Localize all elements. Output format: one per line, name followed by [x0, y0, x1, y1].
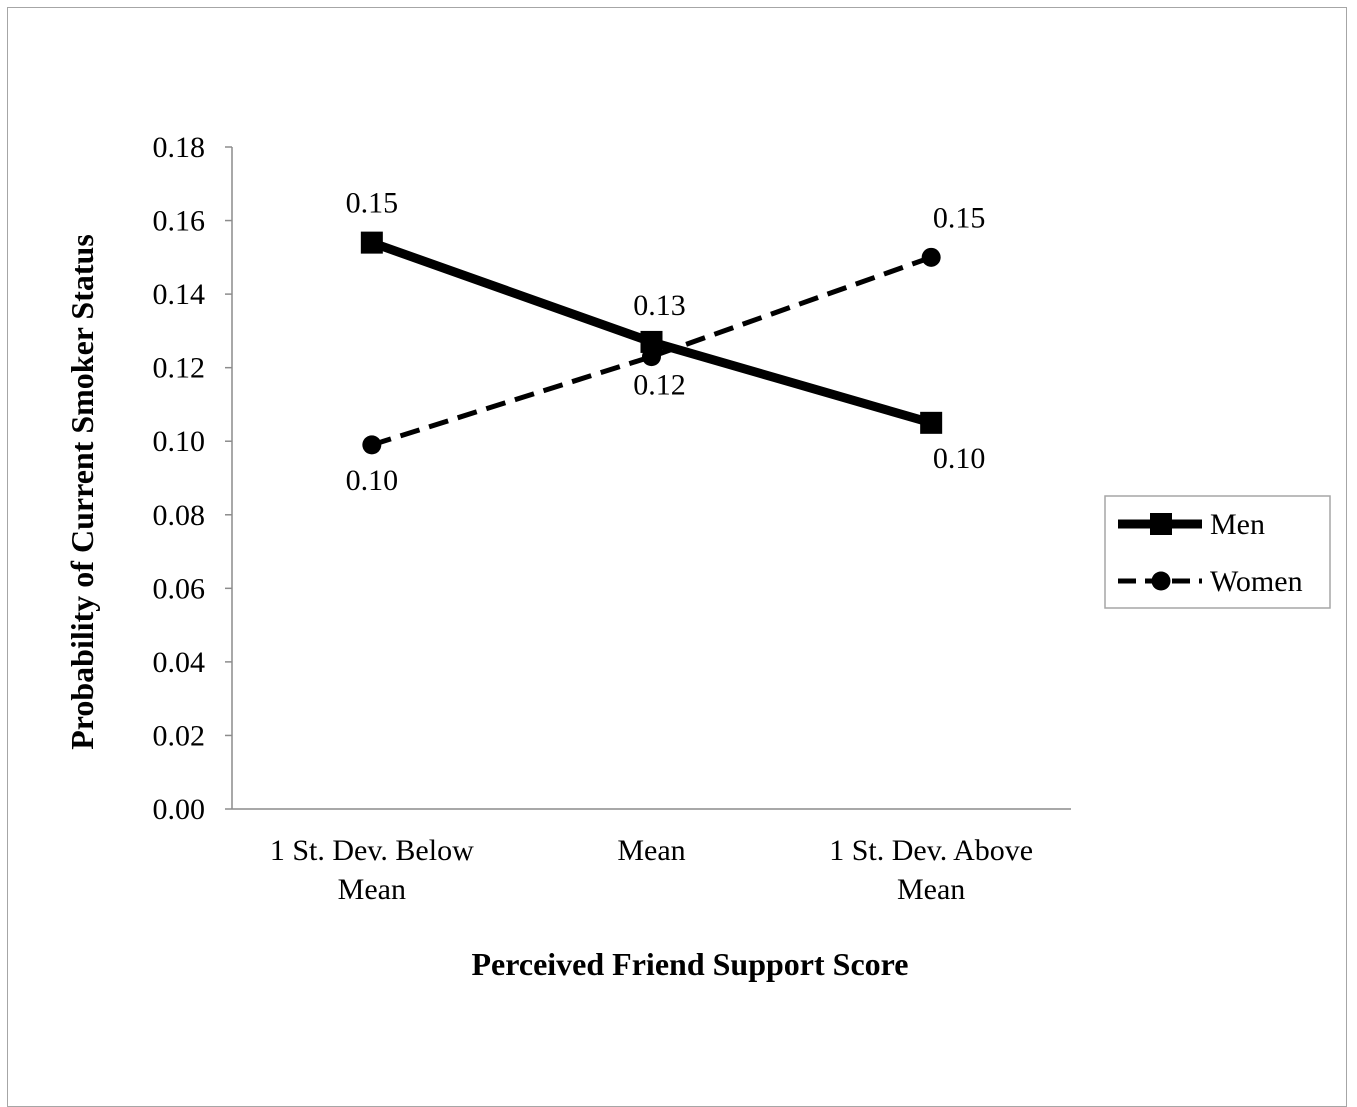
- data-label-women: 0.12: [633, 369, 686, 402]
- y-tick-label: 0.00: [153, 793, 206, 826]
- series-line-women: [371, 254, 933, 448]
- x-category-label: Mean: [338, 873, 406, 906]
- legend-marker-men: [1150, 513, 1172, 535]
- data-label-men: 0.13: [633, 289, 686, 322]
- legend-label-women: Women: [1210, 565, 1303, 598]
- data-point-women: [362, 435, 382, 455]
- y-tick-label: 0.16: [153, 205, 206, 238]
- legend-box: [1104, 495, 1331, 609]
- series-markers: [360, 231, 943, 455]
- legend-label-men: Men: [1210, 508, 1265, 541]
- y-tick-label: 0.18: [153, 131, 206, 164]
- data-point-women: [642, 347, 661, 367]
- legend-items: Men Women: [1118, 508, 1303, 598]
- data-point-men: [640, 330, 663, 353]
- data-label-men: 0.10: [933, 442, 986, 475]
- y-tick-label: 0.10: [153, 425, 206, 458]
- x-category-label: Mean: [617, 834, 685, 867]
- legend-marker-women: [1151, 571, 1171, 591]
- y-tick-label: 0.12: [153, 352, 206, 385]
- y-tick-label: 0.08: [153, 499, 206, 532]
- x-category-label: Mean: [897, 873, 965, 906]
- x-axis-title: Perceived Friend Support Score: [472, 946, 909, 982]
- y-axis-title: Probability of Current Smoker Status: [64, 234, 100, 750]
- x-category-labels: 1 St. Dev. Below Mean Mean 1 St. Dev. Above…: [270, 834, 1033, 906]
- data-labels: 0.15 0.13 0.10 0.10 0.12 0.15: [346, 187, 986, 497]
- data-label-women: 0.10: [346, 464, 399, 497]
- x-category-label: 1 St. Dev. Below: [270, 834, 474, 867]
- data-point-men: [360, 231, 383, 254]
- y-tick-label: 0.06: [153, 572, 206, 605]
- data-point-men: [920, 411, 943, 434]
- data-label-women: 0.15: [933, 201, 986, 234]
- y-tick-label: 0.14: [153, 278, 206, 311]
- y-tick-label: 0.02: [153, 719, 206, 752]
- y-tick-label: 0.04: [153, 646, 206, 679]
- axes: [231, 147, 1071, 810]
- x-category-label: 1 St. Dev. Above: [829, 834, 1033, 867]
- data-label-men: 0.15: [346, 187, 399, 220]
- y-ticks: 0.00 0.02 0.04 0.06 0.08 0.10 0.12 0.14 0.16 0.18: [153, 131, 232, 826]
- legend: Men Women: [1104, 495, 1331, 609]
- data-point-women: [921, 247, 941, 267]
